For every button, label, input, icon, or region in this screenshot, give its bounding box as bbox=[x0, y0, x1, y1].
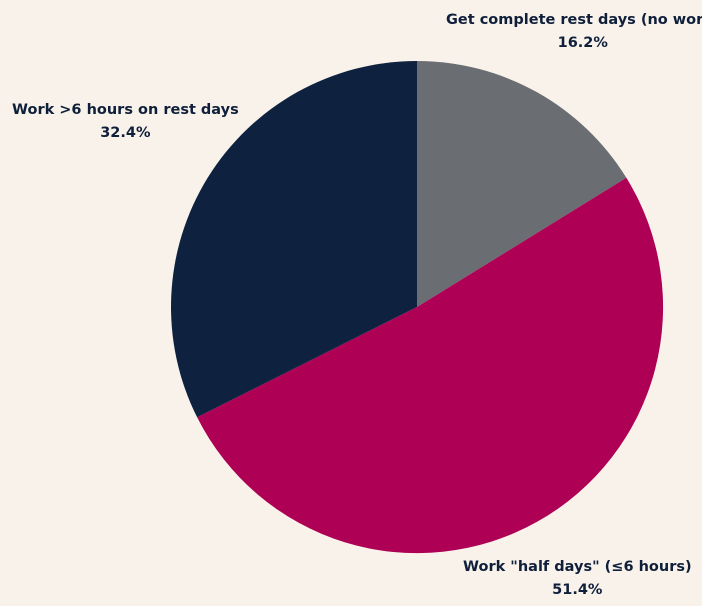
slice-label-no-work: Get complete rest days (no work) 16.2% bbox=[446, 9, 702, 55]
pie-slice-half-days bbox=[197, 177, 664, 554]
slice-value-over-6-hours: 32.4% bbox=[100, 125, 151, 141]
slice-label-over-6-hours: Work >6 hours on rest days 32.4% bbox=[12, 99, 239, 145]
slice-value-no-work: 16.2% bbox=[557, 35, 608, 51]
slice-label-half-days: Work "half days" (≤6 hours) 51.4% bbox=[463, 556, 692, 602]
slice-label-over-6-hours-text: Work >6 hours on rest days bbox=[12, 102, 239, 118]
pie-slice-over-6-hours bbox=[171, 61, 417, 418]
pie-slice-no-work bbox=[417, 61, 627, 307]
slice-label-no-work-text: Get complete rest days (no work) bbox=[446, 12, 702, 28]
slice-label-half-days-text: Work "half days" (≤6 hours) bbox=[463, 559, 692, 575]
pie-slices bbox=[171, 61, 664, 554]
slice-value-half-days: 51.4% bbox=[552, 582, 603, 598]
